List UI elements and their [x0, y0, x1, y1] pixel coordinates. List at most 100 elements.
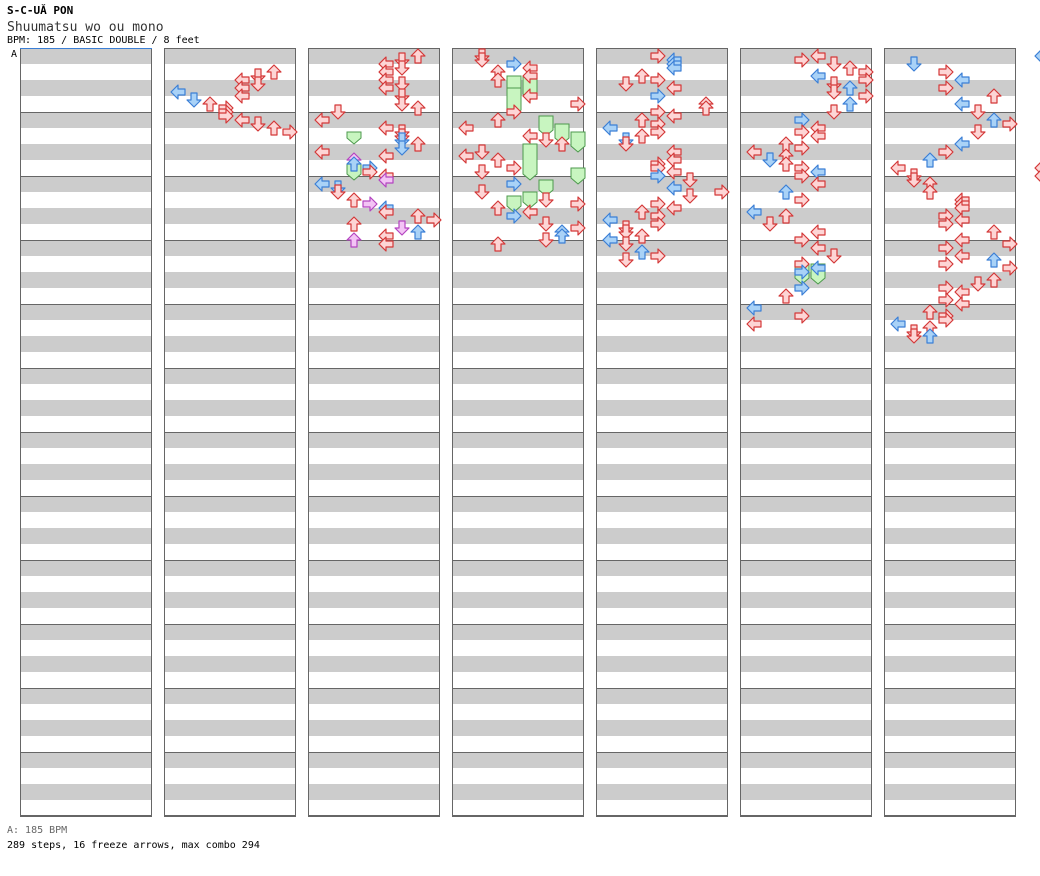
beat-band	[596, 592, 728, 608]
step-arrow-left-icon	[810, 48, 826, 64]
beat-band	[740, 240, 872, 256]
step-arrow-up-icon	[698, 100, 714, 116]
beat-band	[20, 656, 152, 672]
beat-band	[740, 560, 872, 576]
step-arrow-up-icon	[634, 204, 650, 220]
step-arrow-down-icon	[762, 216, 778, 232]
step-arrow-up-icon	[634, 68, 650, 84]
beat-band	[596, 400, 728, 416]
beat-band	[20, 688, 152, 704]
beat-band	[452, 560, 584, 576]
step-arrow-right-icon	[570, 96, 586, 112]
beat-band	[740, 496, 872, 512]
beat-band	[164, 176, 296, 192]
step-arrow-down-icon	[394, 140, 410, 156]
beat-band	[740, 624, 872, 640]
step-arrow-left-icon	[1034, 48, 1040, 64]
step-arrow-right-icon	[218, 108, 234, 124]
step-arrow-up-icon	[490, 152, 506, 168]
step-arrow-up-icon	[986, 252, 1002, 268]
step-arrow-right-icon	[794, 308, 810, 324]
beat-band	[20, 464, 152, 480]
step-arrow-up-icon	[986, 272, 1002, 288]
step-arrow-up-icon	[266, 64, 282, 80]
step-arrow-right-icon	[938, 292, 954, 308]
beat-band	[740, 432, 872, 448]
step-arrow-left-icon	[522, 128, 538, 144]
step-arrow-up-icon	[202, 96, 218, 112]
step-arrow-up-icon	[410, 48, 426, 64]
step-arrow-left-icon	[954, 248, 970, 264]
beat-band	[884, 48, 1016, 64]
beat-band	[308, 560, 440, 576]
step-arrow-left-icon	[666, 200, 682, 216]
step-arrow-down-icon	[618, 252, 634, 268]
beat-band	[20, 432, 152, 448]
step-arrow-left-icon	[666, 164, 682, 180]
step-arrow-right-icon	[650, 124, 666, 140]
beat-band	[308, 784, 440, 800]
beat-band	[164, 304, 296, 320]
beat-band	[884, 720, 1016, 736]
beat-band	[884, 112, 1016, 128]
beat-band	[20, 48, 152, 64]
step-arrow-left-icon	[810, 224, 826, 240]
step-arrow-down-icon	[474, 164, 490, 180]
beat-band	[164, 624, 296, 640]
step-arrow-left-icon	[666, 108, 682, 124]
step-arrow-right-icon	[570, 220, 586, 236]
beat-band	[308, 592, 440, 608]
beat-band	[740, 336, 872, 352]
step-arrow-up-icon	[410, 224, 426, 240]
beat-band	[164, 528, 296, 544]
step-arrow-left-icon	[522, 88, 538, 104]
step-arrow-up-icon	[410, 100, 426, 116]
step-arrow-left-icon	[1034, 160, 1040, 176]
step-arrow-left-icon	[234, 112, 250, 128]
beat-band	[740, 304, 872, 320]
beat-band	[20, 336, 152, 352]
step-arrow-left-icon	[378, 236, 394, 252]
beat-band	[596, 304, 728, 320]
step-arrow-right-icon	[282, 124, 298, 140]
beat-band	[740, 400, 872, 416]
step-arrow-left-icon	[810, 260, 826, 276]
beat-band	[20, 240, 152, 256]
step-arrow-up-icon	[778, 208, 794, 224]
measure-column	[452, 48, 584, 817]
beat-band	[596, 368, 728, 384]
beat-band	[164, 208, 296, 224]
step-arrow-down-icon	[394, 96, 410, 112]
step-arrow-down-icon	[474, 52, 490, 68]
beat-band	[740, 784, 872, 800]
beat-band	[452, 304, 584, 320]
bpm-note: A: 185 BPM	[7, 825, 68, 836]
step-arrow-up-icon	[490, 236, 506, 252]
step-arrow-right-icon	[794, 140, 810, 156]
step-arrow-up-icon	[922, 152, 938, 168]
bpm-marker-label: A	[11, 49, 17, 60]
beat-band	[20, 400, 152, 416]
beat-band	[884, 592, 1016, 608]
beat-band	[884, 368, 1016, 384]
freeze-arrow	[522, 143, 538, 181]
step-arrow-left-icon	[954, 72, 970, 88]
step-arrow-down-icon	[394, 220, 410, 236]
step-arrow-right-icon	[506, 176, 522, 192]
beat-band	[452, 752, 584, 768]
beat-band	[884, 688, 1016, 704]
step-arrow-up-icon	[634, 112, 650, 128]
step-arrow-up-icon	[490, 200, 506, 216]
step-arrow-up-icon	[842, 60, 858, 76]
beat-band	[884, 496, 1016, 512]
beat-band	[164, 688, 296, 704]
step-arrow-down-icon	[970, 124, 986, 140]
bpm-marker: A	[11, 48, 152, 60]
step-arrow-down-icon	[394, 60, 410, 76]
beat-band	[20, 176, 152, 192]
step-arrow-down-icon	[250, 76, 266, 92]
beat-band	[884, 336, 1016, 352]
measure-column	[20, 48, 152, 817]
step-arrow-left-icon	[378, 148, 394, 164]
